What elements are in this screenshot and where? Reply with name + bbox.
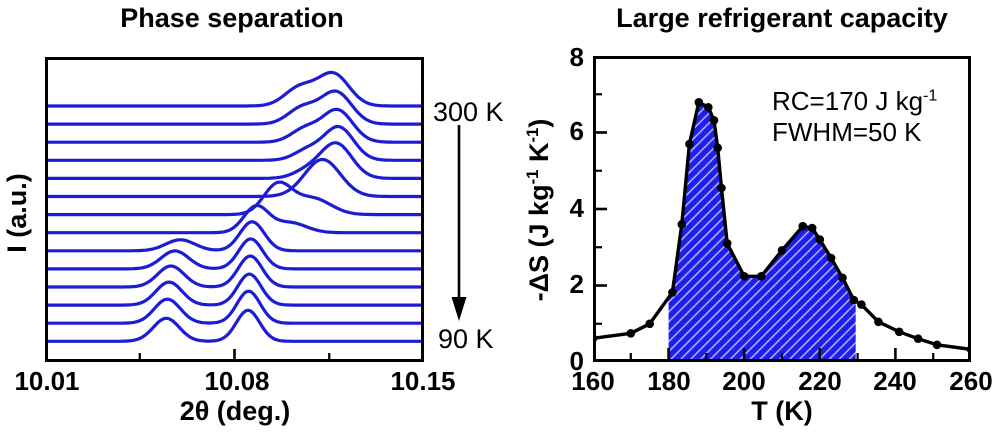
x-tick-label: 260 [949,366,993,396]
x-tick-label: 200 [722,366,766,396]
x-tick-label: 220 [798,366,842,396]
superscript-minus-one: -1 [923,86,938,105]
y-tick-label: 2 [569,269,584,299]
right-x-axis-label: T (K) [751,396,813,426]
superscript-minus-one: -1 [523,127,542,143]
temp-300k-label: 300 K [433,97,504,127]
y-tick-label: 8 [569,42,584,72]
x-tick-label: 180 [647,366,691,396]
cooling-arrow-icon [451,125,467,321]
xrd-plot-svg [45,57,424,362]
y-tick-label: 6 [569,116,584,146]
entropy-plot-svg [593,56,971,362]
temp-90k-label: 90 K [438,324,494,354]
rc-annotation-text: RC=170 J kg [772,86,924,116]
left-y-axis-label: I (a.u.) [2,173,32,253]
fwhm-annotation: FWHM=50 K [772,117,922,147]
right-plot-title: Large refrigerant capacity [616,3,948,33]
rc-fwhm-annotation: RC=170 J kg-1 FWHM=50 K [772,86,937,148]
x-tick-label: 160 [571,366,615,396]
x-tick-label: 10.08 [204,366,270,396]
y-tick-label: 4 [569,193,584,223]
left-plot-title: Phase separation [120,3,344,33]
x-tick-label: 240 [873,366,917,396]
superscript-minus-one: -1 [523,169,542,185]
x-tick-label: 10.15 [390,366,456,396]
left-x-axis-label: 2θ (deg.) [179,396,291,426]
rc-annotation: RC=170 J kg-1 [772,86,937,117]
x-tick-label: 10.01 [14,366,80,396]
y-tick-label: 0 [569,346,584,376]
